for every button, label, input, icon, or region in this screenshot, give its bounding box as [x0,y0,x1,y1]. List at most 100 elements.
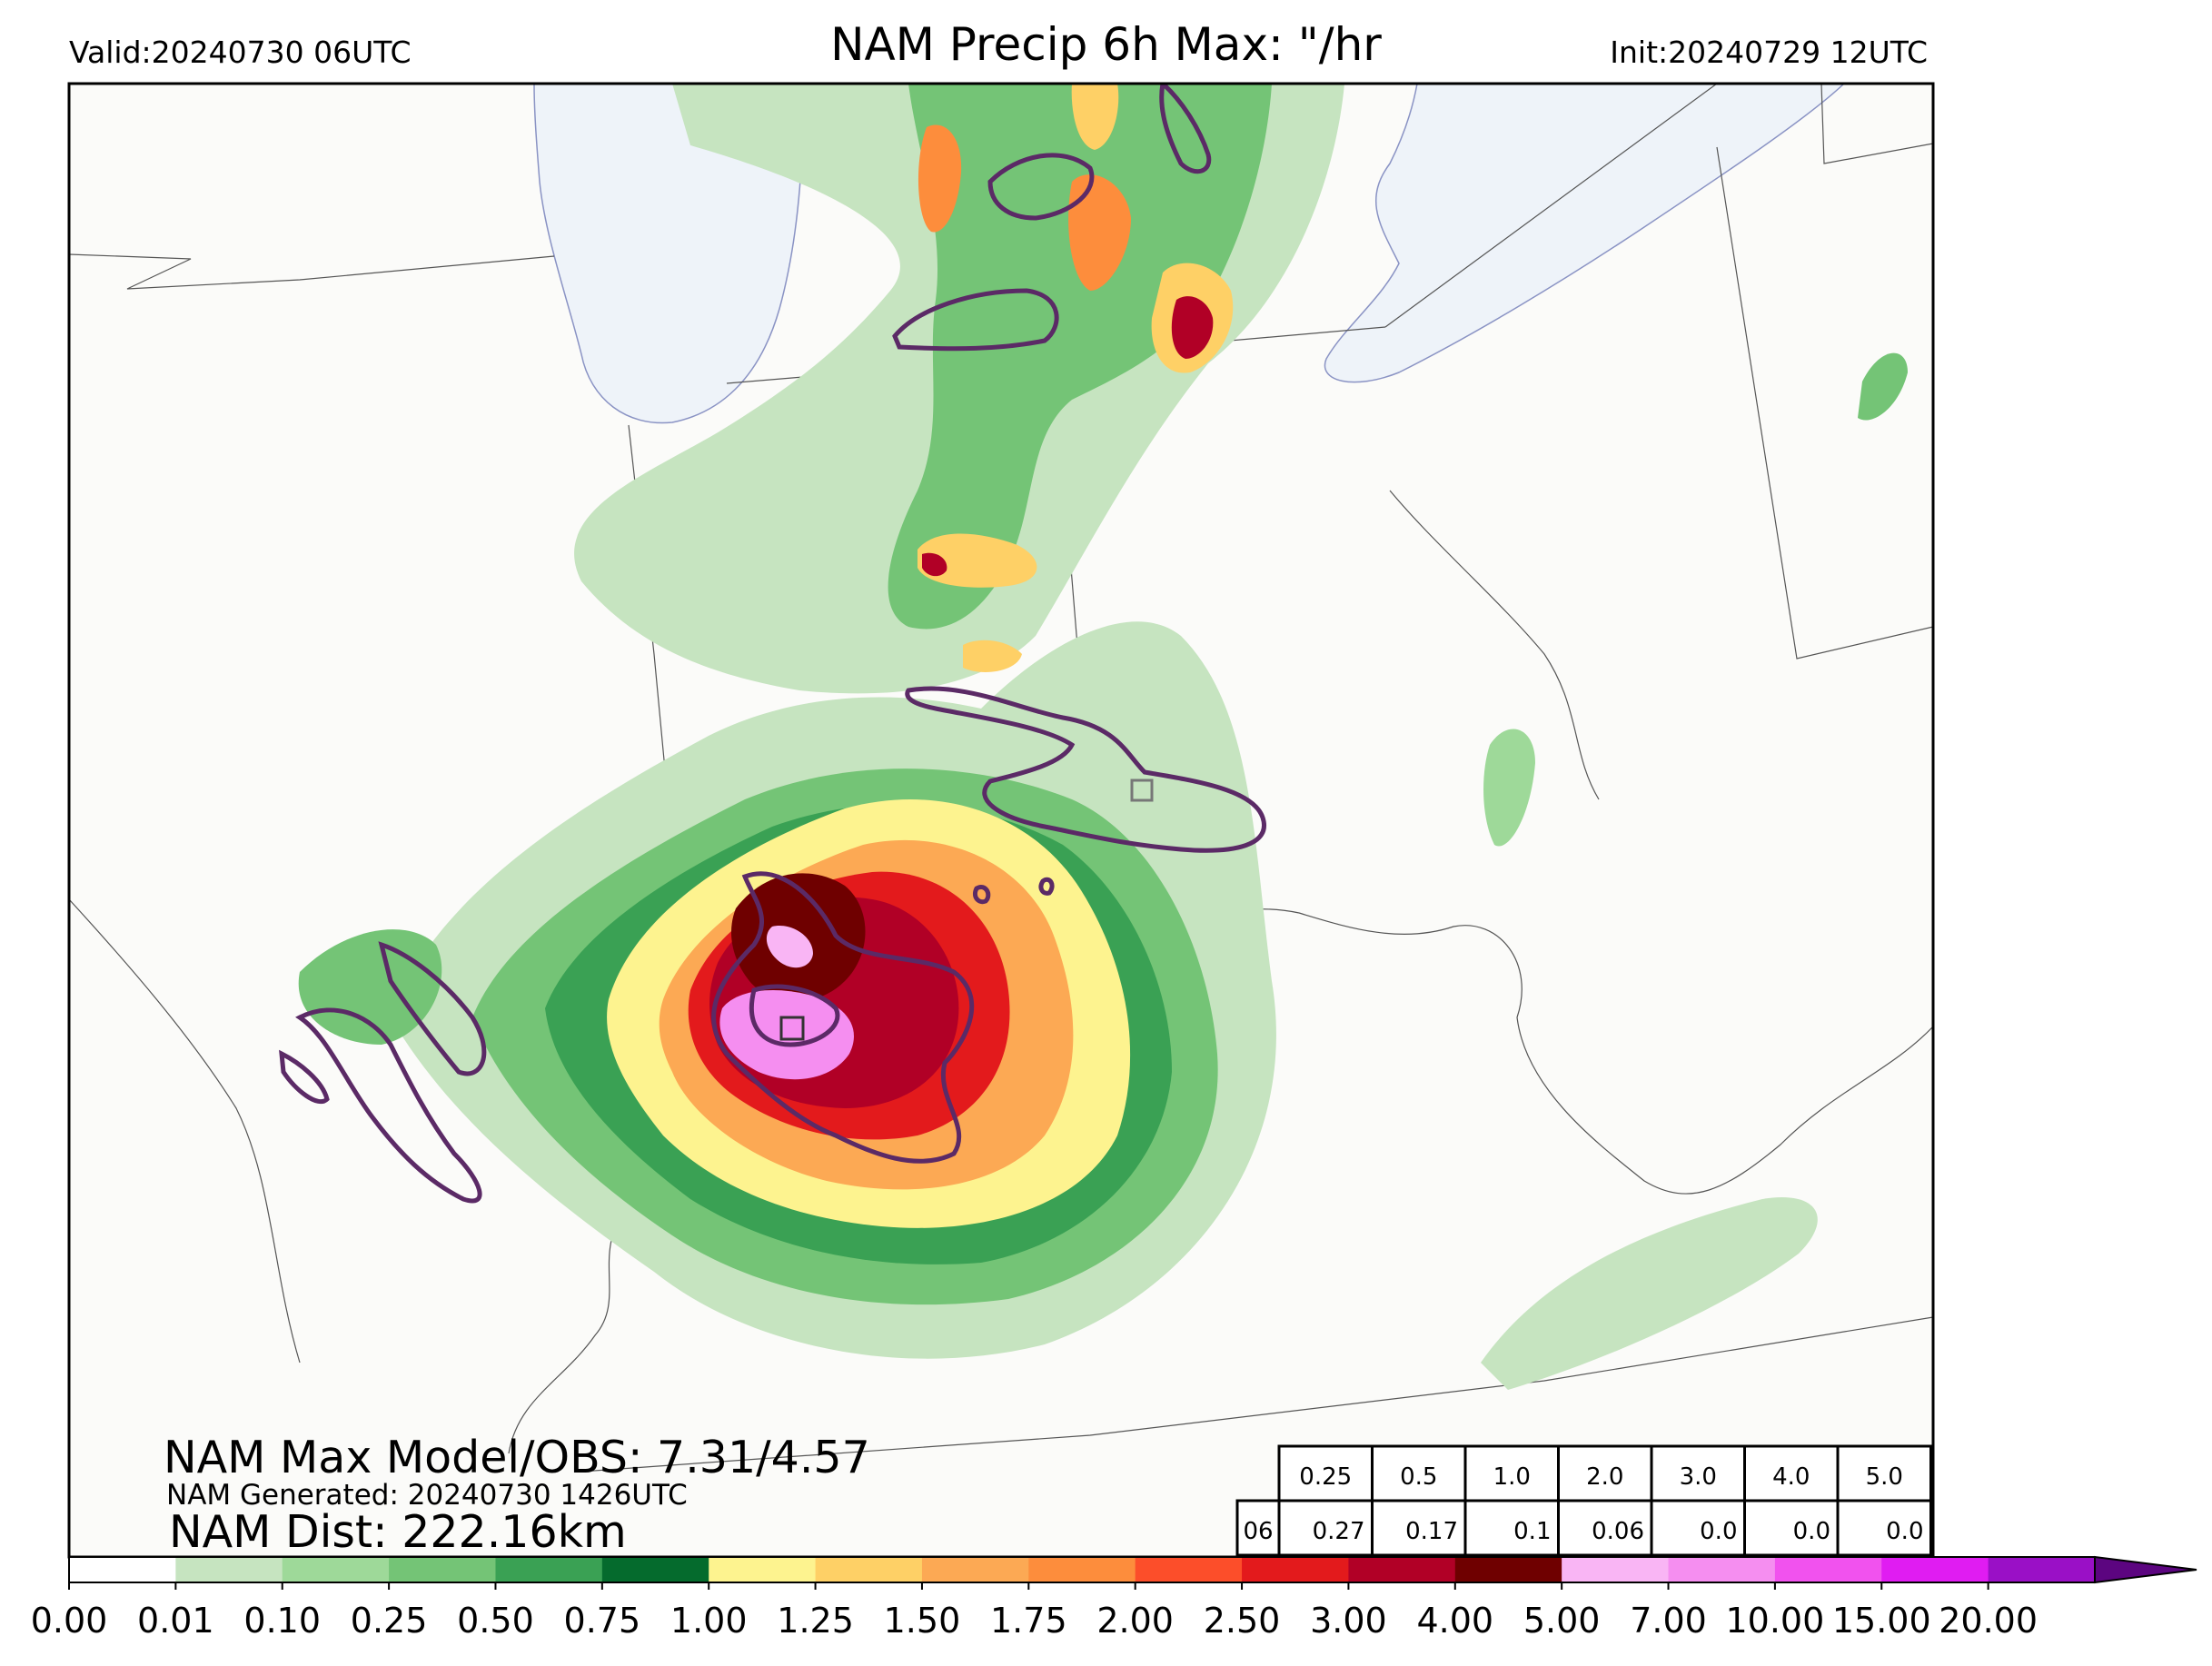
precip-band-north-medium [888,84,1272,630]
colorbar-tick-label: 4.00 [1416,1601,1494,1641]
colorbar-tick-label: 0.75 [563,1601,641,1641]
colorbar-segment [1988,1557,2096,1582]
threshold-label: 4.0 [1772,1463,1810,1491]
colorbar-segment [282,1557,390,1582]
colorbar-segment [1135,1557,1243,1582]
colorbar-segment [1668,1557,1776,1582]
colorbar-tick-label: 10.00 [1725,1601,1825,1641]
table-header-cell [1463,1444,1560,1502]
obs-contour-main [711,871,975,1164]
threshold-label: 2.0 [1586,1463,1623,1491]
colorbar-tick-label: 7.00 [1630,1601,1707,1641]
obs-contour-north-1 [892,288,1059,352]
threshold-value: 0.27 [1313,1518,1365,1545]
obs-contour-small-1 [972,885,991,905]
threshold-value: 0.0 [1700,1518,1737,1545]
valid-time-label: Valid:20240730 06UTC [69,35,412,70]
threshold-value: 0.17 [1405,1518,1458,1545]
colorbar-outline [68,1556,2096,1583]
threshold-label: 0.5 [1400,1463,1437,1491]
colorbar-segment [1774,1557,1882,1582]
precip-field [298,84,1908,1390]
precip-cell-north-3 [1068,174,1131,291]
table-value-cell [1650,1499,1746,1557]
colorbar-tick-label: 2.50 [1203,1601,1281,1641]
threshold-value: 0.06 [1592,1518,1644,1545]
colorbar-tick-label: 3.00 [1310,1601,1387,1641]
colorbar-tick-label: 0.01 [137,1601,214,1641]
colorbar-segment [601,1557,709,1582]
colorbar-segment [1028,1557,1136,1582]
precip-band-east-2 [1481,1197,1818,1390]
precip-cell-mid-3 [963,640,1022,672]
obs-contour-west-2 [378,941,487,1076]
table-value-cell [1463,1499,1560,1557]
colorbar-tick-label: 0.10 [243,1601,322,1641]
threshold-value: 0.0 [1793,1518,1830,1545]
obs-contour-small-2 [1038,877,1055,896]
table-value-cell [1557,1499,1653,1557]
colorbar-segment [709,1557,817,1582]
obs-contour-mid [905,686,1266,853]
table-header-cell [1277,1444,1374,1502]
colorbar-tick-label: 1.25 [777,1601,854,1641]
colorbar-tick-label: 5.00 [1523,1601,1601,1641]
precip-cell-north-4 [918,124,962,233]
threshold-label: 1.0 [1493,1463,1531,1491]
threshold-value: 0.0 [1886,1518,1923,1545]
colorbar-segment [1348,1557,1456,1582]
colorbar-segment [1562,1557,1670,1582]
colorbar-tick-label: 1.75 [990,1601,1067,1641]
precip-cell-north-2 [1171,296,1214,359]
row-label: 06 [1243,1518,1273,1545]
table-value-cell [1836,1499,1932,1557]
colorbar-tick-label: 0.25 [350,1601,428,1641]
colorbar-segment [389,1557,496,1582]
distance-text: NAM Dist: 222.16km [169,1506,627,1558]
model-max-marker [779,1016,805,1041]
obs-contour-north-2 [987,153,1095,221]
colorbar-segment [495,1557,603,1582]
threshold-label: 0.25 [1299,1463,1352,1491]
colorbar-segment [69,1557,176,1582]
colorbar-extend-arrow [2094,1555,2197,1584]
table-header-cell [1371,1444,1467,1502]
colorbar-segment [1454,1557,1562,1582]
generated-time-text: NAM Generated: 20240730 1426UTC [166,1479,688,1512]
colorbar-tick-label: 1.50 [883,1601,961,1641]
obs-contour-west-3 [279,1049,330,1105]
obs-contour-center [749,984,840,1047]
obs-contour-north-3 [1159,84,1212,174]
table-header-cell [1743,1444,1840,1502]
precip-cell-north-5 [1071,84,1119,150]
precip-cell-mid-2 [922,552,947,577]
chart-title: NAM Precip 6h Max: "/hr [830,18,1382,71]
obs-contours [279,84,1266,1204]
precip-band-far-east [1483,729,1535,847]
colorbar-segment [815,1557,923,1582]
init-time-label: Init:20240729 12UTC [1610,35,1928,70]
colorbar-segment [175,1557,283,1582]
colorbar-tick-label: 15.00 [1831,1601,1931,1641]
precip-region-pink-small [766,926,813,968]
table-value-cell [1371,1499,1467,1557]
threshold-label: 3.0 [1680,1463,1717,1491]
precip-cell-mid-1 [918,533,1037,588]
colorbar-tick-label: 1.00 [670,1601,748,1641]
table-header-cell [1650,1444,1746,1502]
lake-erie [1324,84,1846,383]
colorbar-tick-label: 0.00 [30,1601,108,1641]
colorbar-segment [1881,1557,1989,1582]
threshold-value: 0.1 [1513,1518,1551,1545]
colorbar-tick-label: 20.00 [1939,1601,2038,1641]
obs-contour-west-1 [295,1007,482,1204]
lake-michigan [533,84,803,424]
threshold-label: 5.0 [1866,1463,1903,1491]
model-obs-max-text: NAM Max Model/OBS: 7.31/4.57 [164,1432,870,1483]
colorbar-tick-label: 0.50 [457,1601,534,1641]
precip-band-east-1 [1858,352,1908,421]
obs-max-marker [1130,778,1154,802]
